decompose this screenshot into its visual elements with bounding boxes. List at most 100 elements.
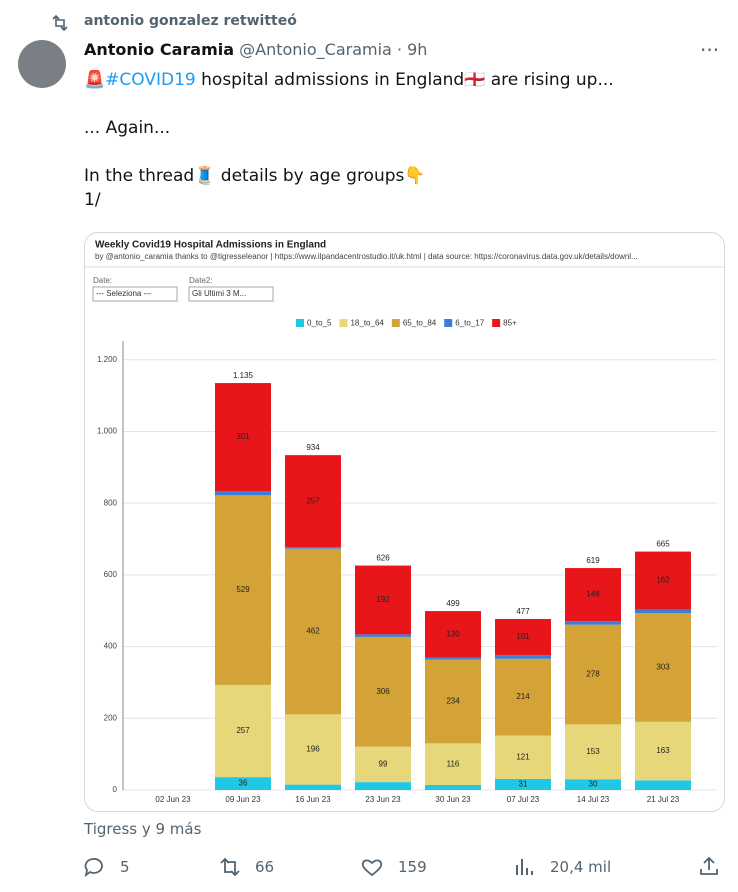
y-tick-label: 600	[104, 570, 118, 579]
bar-segment	[635, 613, 691, 722]
bar-segment	[285, 455, 341, 548]
hashtag[interactable]: #COVID19	[105, 70, 196, 90]
bar-segment	[215, 383, 271, 491]
bar-segment	[635, 551, 691, 610]
bar-segment	[355, 746, 411, 783]
text: hospital admissions in England🏴󠁧󠁢󠁥󠁮󠁧󠁿 ar…	[195, 70, 614, 90]
bar-segment	[285, 784, 341, 790]
legend-swatch	[444, 319, 453, 327]
segment-label: 163	[656, 746, 670, 755]
y-tick-label: 0	[113, 785, 118, 794]
bar-segment	[425, 611, 481, 658]
like-count: 159	[398, 858, 427, 876]
retweet-icon	[52, 14, 68, 32]
segment-label: 30	[589, 780, 598, 789]
total-label: 477	[516, 607, 530, 616]
avatar[interactable]	[18, 40, 66, 88]
segment-label: 462	[306, 627, 320, 636]
bar-segment	[565, 621, 621, 625]
segment-label: 196	[306, 745, 320, 754]
bar-segment	[425, 784, 481, 790]
retweet-button[interactable]	[218, 856, 242, 878]
bar-segment	[425, 657, 481, 660]
segment-label: 101	[516, 632, 530, 641]
total-label: 1.135	[233, 371, 254, 380]
filter-value: Gli Ultimi 3 M...	[192, 289, 246, 298]
bar-segment	[565, 568, 621, 622]
bar-segment	[215, 684, 271, 778]
line: In the thread🧵 details by age groups👇	[84, 166, 426, 186]
filter-select[interactable]	[188, 286, 274, 302]
line: 🚨#COVID19 hospital admissions in England…	[84, 68, 614, 92]
segment-label: 306	[376, 687, 390, 696]
legend-swatch	[391, 319, 400, 327]
filter-label: Date:	[93, 276, 112, 285]
retweet-label: antonio gonzalez retwitteó	[84, 13, 297, 29]
share-icon[interactable]	[698, 855, 720, 877]
y-tick-label: 200	[104, 713, 118, 722]
retweet-count: 66	[255, 858, 275, 876]
chart-subtitle: by @antonio_caramia thanks to @tigressel…	[95, 252, 638, 261]
bar-segment	[285, 548, 341, 715]
bar-segment	[285, 714, 341, 785]
legend-label: 0_to_5	[307, 319, 332, 328]
views-count: 20,4 mil	[550, 858, 612, 876]
bar-segment	[215, 490, 271, 496]
segment-label: 214	[516, 692, 530, 701]
handle[interactable]: @Antonio_Caramia	[239, 40, 392, 59]
views-icon[interactable]	[514, 856, 536, 878]
bar-segment	[565, 779, 621, 790]
legend-label: 65_to_84	[403, 319, 437, 328]
segment-label: 153	[586, 747, 600, 756]
bar-segment	[355, 782, 411, 790]
bar-segment	[495, 618, 551, 656]
line: 1/	[84, 190, 101, 210]
y-tick-label: 400	[104, 642, 118, 651]
segment-label: 130	[446, 630, 460, 639]
bar-segment	[495, 735, 551, 779]
segment-label: 148	[586, 590, 600, 599]
segment-label: 301	[236, 432, 250, 441]
chart-card[interactable]: Weekly Covid19 Hospital Admissions in En…	[84, 232, 725, 812]
chart-title: Weekly Covid19 Hospital Admissions in En…	[95, 240, 326, 251]
x-tick-label: 16 Jun 23	[295, 795, 331, 804]
filter-value: --- Seleziona ---	[96, 289, 152, 298]
bar-segment	[215, 495, 271, 685]
reply-icon[interactable]	[82, 856, 104, 878]
bar-segment	[355, 634, 411, 637]
x-tick-label: 21 Jul 23	[647, 795, 680, 804]
bar-segment	[215, 777, 271, 790]
segment-label: 31	[519, 780, 528, 789]
bar-segment	[495, 658, 551, 736]
total-label: 619	[586, 556, 600, 565]
segment-label: 121	[516, 752, 530, 761]
legend-swatch	[339, 319, 348, 327]
line: ... Again...	[84, 118, 171, 138]
time[interactable]: 9h	[407, 40, 428, 59]
x-tick-label: 14 Jul 23	[577, 795, 610, 804]
segment-label: 257	[306, 496, 320, 505]
tagged[interactable]: Tigress y 9 más	[84, 820, 202, 838]
segment-label: 162	[656, 576, 670, 585]
reply-count: 5	[120, 858, 130, 876]
total-label: 665	[656, 540, 670, 549]
bar-segment	[565, 624, 621, 725]
x-tick-label: 02 Jun 23	[155, 795, 191, 804]
bar-segment	[425, 659, 481, 744]
x-tick-label: 30 Jun 23	[435, 795, 471, 804]
y-tick-label: 1.000	[97, 427, 118, 436]
author-name[interactable]: Antonio Caramia	[84, 40, 235, 59]
more-icon[interactable]: ···	[700, 38, 720, 62]
chart: Weekly Covid19 Hospital Admissions in En…	[85, 240, 724, 804]
segment-label: 303	[656, 663, 670, 672]
bar-segment	[425, 743, 481, 785]
legend-label: 6_to_17	[455, 319, 484, 328]
segment-label: 192	[376, 595, 390, 604]
bar-segment	[565, 724, 621, 780]
x-tick-label: 23 Jun 23	[365, 795, 401, 804]
legend-swatch	[296, 319, 304, 327]
filter-select[interactable]	[92, 286, 178, 302]
like-icon[interactable]	[360, 856, 384, 878]
x-tick-label: 09 Jun 23	[225, 795, 261, 804]
